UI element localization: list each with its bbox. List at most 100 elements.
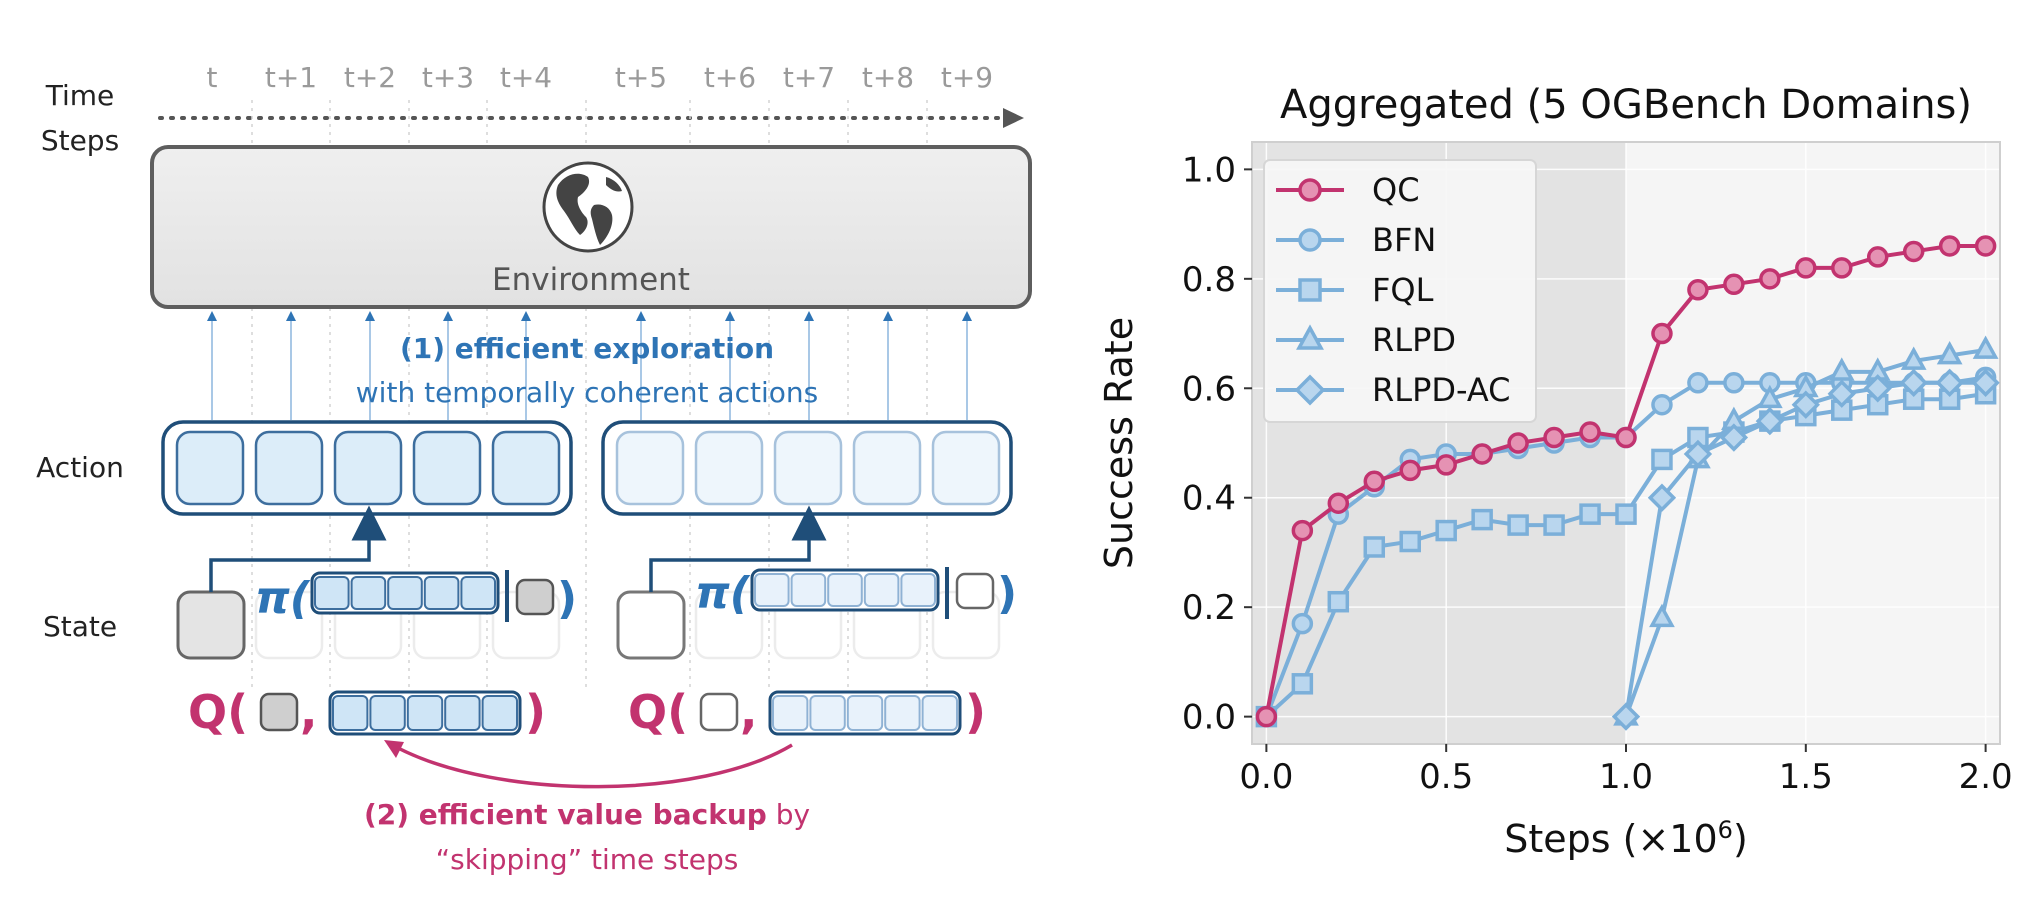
environment-label: Environment xyxy=(492,262,690,298)
action-cell-faded xyxy=(931,430,1001,506)
data-point xyxy=(1649,603,1675,628)
series-rlpd-ac xyxy=(1611,368,2000,731)
legend-label: RLPD-AC xyxy=(1372,371,1511,409)
policy-state-2 xyxy=(955,572,995,610)
data-point xyxy=(1507,432,1529,454)
data-point xyxy=(1791,390,1820,419)
time-axis-arrowhead xyxy=(1003,108,1024,128)
data-point xyxy=(1615,503,1637,525)
time-step-label: t+7 xyxy=(783,61,835,94)
q-state-1 xyxy=(259,692,299,732)
time-step-label: t+9 xyxy=(941,61,993,94)
action-cell xyxy=(333,430,403,506)
data-point xyxy=(1471,508,1493,531)
success-rate-chart: 0.0 0.5 1.0 1.5 2.0 0.0 0.2 0.4 0.6 0.8 1.0 Aggrega… xyxy=(1097,82,2013,861)
action-cell xyxy=(175,430,245,506)
state-ghost-box xyxy=(254,590,324,660)
q-comma-2: , xyxy=(740,685,757,739)
mini-action-cell xyxy=(809,695,846,731)
upward-arrowhead xyxy=(636,311,646,321)
time-step-label: t+8 xyxy=(862,61,914,94)
data-point xyxy=(1543,514,1565,536)
mini-action-cell xyxy=(406,695,444,731)
mini-action-cell xyxy=(481,695,519,731)
mini-action-cell xyxy=(754,573,790,607)
data-point xyxy=(1723,372,1745,394)
data-point xyxy=(1507,514,1529,536)
time-step-label: t xyxy=(207,61,218,94)
mini-action-cell xyxy=(790,573,827,607)
policy-state-1 xyxy=(515,578,555,616)
time-step-label: t+5 xyxy=(615,61,667,94)
backup-subtitle: “skipping” time steps xyxy=(436,843,739,876)
time-step-label: t+6 xyxy=(704,61,756,94)
backup-title: (2) efficient value backup by xyxy=(364,798,810,831)
mini-action-cell xyxy=(884,695,921,731)
legend-label: BFN xyxy=(1372,221,1436,259)
data-point xyxy=(1327,492,1350,514)
x-tick-label: 0.0 xyxy=(1239,757,1293,797)
q-close-2: ) xyxy=(965,685,986,739)
data-point xyxy=(1866,246,1889,268)
data-point xyxy=(1651,322,1673,345)
data-point xyxy=(1831,257,1853,279)
action-cell-faded xyxy=(852,430,922,506)
action-cell-faded xyxy=(615,430,685,506)
x-axis-label: Steps (×106) xyxy=(1504,816,1748,861)
y-tick-label: 1.0 xyxy=(1182,150,1236,190)
data-point xyxy=(1756,384,1783,409)
upward-arrowhead xyxy=(804,311,814,321)
upward-arrowhead xyxy=(962,311,972,321)
y-tick-label: 0.6 xyxy=(1182,369,1236,409)
mini-action-cell xyxy=(846,695,884,731)
mini-action-cell xyxy=(900,573,937,607)
data-point xyxy=(1759,268,1781,290)
data-point xyxy=(1327,590,1350,613)
legend-label: RLPD xyxy=(1372,321,1456,359)
upward-arrowhead xyxy=(725,311,735,321)
q-state-2 xyxy=(699,692,739,732)
q-symbol-1: Q( xyxy=(188,685,248,739)
state-ghost-box xyxy=(694,590,764,660)
data-point xyxy=(1723,273,1745,296)
policy-close-2: ) xyxy=(997,568,1017,619)
x-tick-label: 1.5 xyxy=(1779,757,1833,797)
time-step-label: t+3 xyxy=(422,61,474,94)
exploration-title: (1) efficient exploration xyxy=(400,332,774,365)
data-point xyxy=(1363,470,1386,493)
data-point xyxy=(1795,257,1817,279)
mini-action-cell xyxy=(314,576,350,610)
mini-action-cell xyxy=(863,573,900,607)
policy-symbol-2: π( xyxy=(695,568,751,619)
mini-action-cell xyxy=(460,576,496,610)
data-point xyxy=(1972,335,1999,359)
data-point xyxy=(1719,423,1749,452)
legend-marker xyxy=(1298,228,1322,252)
data-point xyxy=(1935,368,1964,397)
data-point xyxy=(1435,519,1457,542)
mini-action-cell xyxy=(350,576,387,610)
data-point xyxy=(1543,426,1565,449)
action-cell xyxy=(412,430,482,506)
legend-label: QC xyxy=(1372,171,1420,209)
legend-marker xyxy=(1296,324,1324,350)
upward-arrowhead xyxy=(207,311,217,321)
x-tick-label: 2.0 xyxy=(1959,757,2013,797)
chart-title: Aggregated (5 OGBench Domains) xyxy=(1280,82,1972,128)
q-comma-1: , xyxy=(300,685,317,739)
state-box-1 xyxy=(176,590,246,660)
data-point xyxy=(1683,439,1713,469)
data-point xyxy=(1936,341,1963,365)
data-point xyxy=(1615,426,1637,449)
data-point xyxy=(1863,374,1892,403)
data-point xyxy=(1651,393,1673,416)
time-step-label: t+4 xyxy=(500,61,552,94)
action-cell xyxy=(254,430,324,506)
y-axis-label: Success Rate xyxy=(1097,317,1141,569)
legend-marker xyxy=(1294,374,1326,406)
y-tick-label: 0.4 xyxy=(1182,479,1236,519)
x-tick-label: 1.0 xyxy=(1599,757,1653,797)
upward-arrowhead xyxy=(883,311,893,321)
data-point xyxy=(1827,379,1856,408)
data-point xyxy=(1291,612,1314,635)
